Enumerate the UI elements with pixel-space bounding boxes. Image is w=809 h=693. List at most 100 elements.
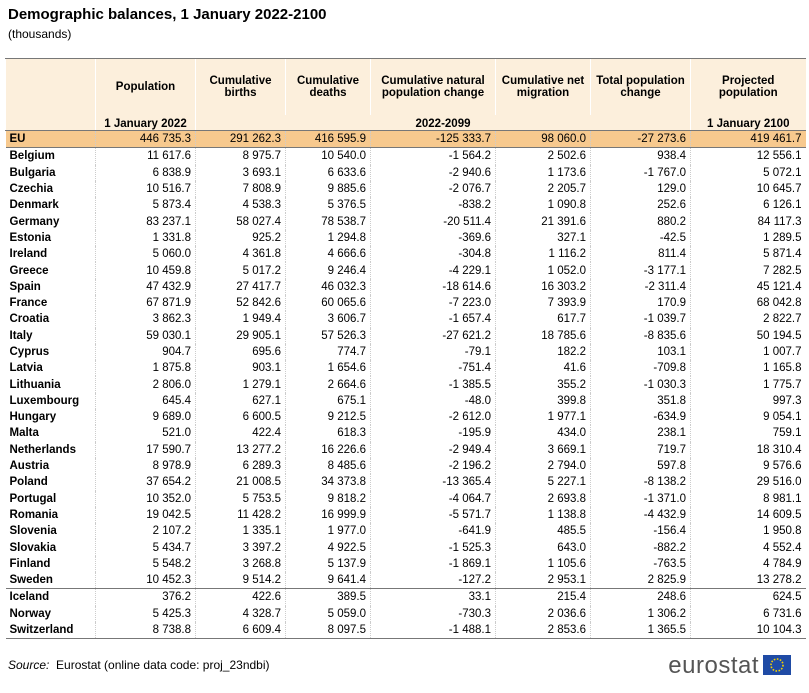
row-label: Luxembourg — [9, 394, 80, 407]
cell: 389.5 — [285, 588, 371, 606]
cell: 29 516.0 — [690, 474, 806, 491]
row-label: Romania — [9, 508, 59, 521]
row-label: Belgium — [9, 150, 55, 163]
cell: -763.5 — [590, 555, 691, 573]
cell: 9 641.4 — [285, 572, 371, 589]
cell: 182.2 — [495, 343, 591, 361]
row-label: Finland — [9, 557, 51, 570]
data-table: Population Cumulative births Cumulative de… — [5, 58, 806, 640]
cell: 1 977.0 — [285, 523, 371, 540]
cell: 68 042.8 — [690, 294, 806, 312]
cell: 170.9 — [590, 294, 691, 312]
cell: 1 365.5 — [590, 621, 691, 640]
cell: 1 977.1 — [495, 409, 591, 426]
table-row: Italy 59 030.1 29 905.1 57 526.3 -27 621.2 18… — [6, 327, 806, 344]
cell: 10 452.3 — [95, 572, 196, 589]
cell: 774.7 — [285, 343, 371, 361]
cell: 6 289.3 — [195, 457, 286, 475]
cell: 59 030.1 — [95, 327, 196, 344]
cell: 675.1 — [285, 392, 371, 410]
cell: 695.6 — [195, 343, 286, 361]
cell: -48.0 — [370, 392, 496, 410]
logo-text: eurostat — [668, 652, 759, 679]
cell: 422.6 — [195, 588, 286, 606]
cell: 10 459.8 — [95, 262, 196, 279]
cell: 938.4 — [590, 147, 691, 165]
cell: 13 278.2 — [690, 572, 806, 589]
cell: 8 097.5 — [285, 621, 371, 640]
source: Source: Eurostat (online data code: proj… — [8, 658, 270, 672]
row-label: Malta — [9, 427, 39, 440]
cell: 67 871.9 — [95, 294, 196, 312]
cell: 129.0 — [590, 180, 691, 198]
cell: 1 306.2 — [590, 605, 691, 622]
cell: 9 818.2 — [285, 490, 371, 507]
cell: 1 331.8 — [95, 229, 196, 247]
table-row: France 67 871.9 52 842.6 60 065.6 -7 223.0 7 … — [6, 294, 806, 312]
cell: 291 262.3 — [195, 130, 286, 149]
table-row: Cyprus 904.7 695.6 774.7 -79.1 182.2 103.1 1 00… — [6, 343, 806, 361]
row-label: Netherlands — [9, 443, 76, 456]
cell: 4 552.4 — [690, 539, 806, 556]
table-row: Czechia 10 516.7 7 808.9 9 885.6 -2 076.7 2 2… — [6, 180, 806, 198]
column-header: Total population change — [590, 58, 691, 115]
cell: 719.7 — [590, 441, 691, 458]
row-label: Spain — [9, 280, 41, 293]
cell: 597.8 — [590, 457, 691, 475]
cell: 37 654.2 — [95, 474, 196, 491]
cell: -156.4 — [590, 523, 691, 540]
cell: 10 645.7 — [690, 180, 806, 198]
cell: 57 526.3 — [285, 327, 371, 344]
table-row: Belgium 11 617.6 8 975.7 10 540.0 -1 564.2 2 … — [6, 147, 806, 165]
cell: 27 417.7 — [195, 278, 286, 295]
table-head: Population Cumulative births Cumulative de… — [5, 58, 806, 131]
cell: 9 054.1 — [690, 409, 806, 426]
cell: 9 212.5 — [285, 409, 371, 426]
cell: 13 277.2 — [195, 441, 286, 458]
cell: -18 614.6 — [370, 278, 496, 295]
cell: 617.7 — [495, 311, 591, 328]
cell: 997.3 — [690, 392, 806, 410]
cell: 5 059.0 — [285, 605, 371, 622]
cell: 8 738.8 — [95, 621, 196, 640]
column-header: Cumulative births — [195, 58, 286, 115]
cell: -125 333.7 — [370, 130, 496, 149]
cell: 34 373.8 — [285, 474, 371, 491]
table-row: Portugal 10 352.0 5 753.5 9 818.2 -4 064.7 2 … — [6, 490, 806, 507]
cell: -4 432.9 — [590, 506, 691, 524]
cell: 1 949.4 — [195, 311, 286, 328]
cell: 4 361.8 — [195, 246, 286, 263]
cell: 52 842.6 — [195, 294, 286, 312]
cell: 3 397.2 — [195, 539, 286, 556]
cell: 1 007.7 — [690, 343, 806, 361]
cell: -751.4 — [370, 360, 496, 377]
cell: 60 065.6 — [285, 294, 371, 312]
column-header: Population — [95, 58, 196, 115]
cell: 41.6 — [495, 360, 591, 377]
cell: 78 538.7 — [285, 213, 371, 230]
row-label: Norway — [9, 607, 52, 620]
period-cell: 2022-2099 — [195, 115, 691, 131]
cell: 1 775.7 — [690, 376, 806, 393]
row-label: Poland — [9, 476, 48, 489]
cell: 46 032.3 — [285, 278, 371, 295]
cell: 521.0 — [95, 425, 196, 442]
table-row: Sweden 10 452.3 9 514.2 9 641.4 -127.2 2 953.… — [6, 572, 806, 589]
period-row: 1 January 2022 2022-2099 1 January 2100 — [5, 115, 806, 131]
cell: -634.9 — [590, 409, 691, 426]
cell: 84 117.3 — [690, 213, 806, 230]
cell: -2 076.7 — [370, 180, 496, 198]
cell: 9 246.4 — [285, 262, 371, 279]
row-label: Ireland — [9, 248, 48, 261]
cell: 3 669.1 — [495, 441, 591, 458]
cell: 1 116.2 — [495, 246, 591, 263]
cell: 6 633.6 — [285, 164, 371, 181]
row-label: Lithuania — [9, 378, 61, 391]
row-label: Cyprus — [9, 346, 50, 358]
table-row: Switzerland 8 738.8 6 609.4 8 097.5 -1 488.1… — [5, 621, 806, 640]
cell: 6 126.1 — [690, 197, 806, 214]
cell: -1 869.1 — [370, 555, 496, 573]
cell: 5 753.5 — [195, 490, 286, 507]
table-row: Spain 47 432.9 27 417.7 46 032.3 -18 614.6 16… — [6, 278, 806, 295]
cell: 10 104.3 — [690, 621, 806, 640]
